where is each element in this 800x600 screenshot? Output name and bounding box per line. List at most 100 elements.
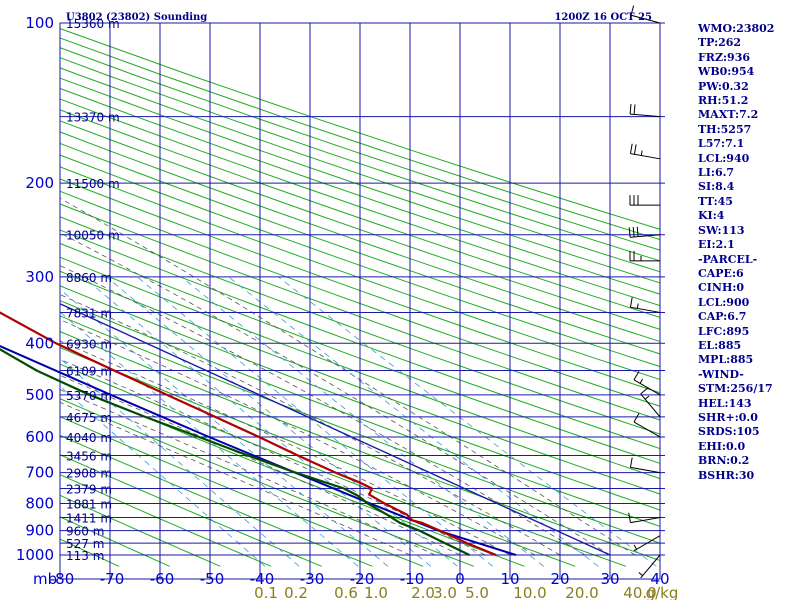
stability-index-item: TH:5257 bbox=[698, 122, 752, 136]
wind-barb-staff bbox=[630, 153, 661, 160]
pressure-tick-label: 1000 bbox=[16, 546, 54, 564]
wind-barb-half-flag bbox=[644, 395, 650, 400]
wind-barb-half-flag bbox=[638, 572, 643, 577]
mixing-ratio-label: 5.0 bbox=[465, 584, 489, 600]
dry-adiabat-line bbox=[60, 203, 660, 421]
wind-barb-staff bbox=[630, 113, 661, 118]
wind-barb-flag bbox=[629, 297, 633, 308]
mixing-ratio-line bbox=[278, 276, 657, 567]
height-label: 1411 m bbox=[66, 511, 112, 525]
dry-adiabat-line bbox=[60, 398, 474, 567]
height-label: 2908 m bbox=[66, 467, 112, 481]
mixing-ratio-label: g/kg bbox=[646, 584, 679, 600]
stability-index-item: EI:2.1 bbox=[698, 238, 735, 252]
height-label: 11500 m bbox=[66, 177, 120, 191]
sounding-time: 1200Z 16 OCT 25 bbox=[554, 12, 652, 23]
temperature-tick-label: 20 bbox=[550, 570, 569, 588]
stability-index-item: EHI:0.0 bbox=[698, 439, 746, 453]
wind-barb bbox=[629, 297, 661, 313]
mixing-ratio-label: 40.0 bbox=[623, 584, 656, 600]
wind-barb-staff bbox=[630, 14, 661, 24]
wind-barb bbox=[628, 226, 661, 238]
temperature-tick-label: 10 bbox=[500, 570, 519, 588]
stability-index-item: WMO:23802 bbox=[698, 22, 775, 35]
temperature-tick-label: -50 bbox=[200, 570, 225, 588]
mixing-ratio-label: 3.0 bbox=[433, 584, 457, 600]
wind-barb bbox=[629, 143, 661, 160]
height-label: 4040 m bbox=[66, 431, 112, 445]
dry-adiabat-line bbox=[60, 454, 322, 567]
wind-barb-staff bbox=[630, 306, 661, 313]
mixing-ratio-label: 20.0 bbox=[565, 584, 598, 600]
stability-index-item: EL:885 bbox=[698, 338, 742, 352]
stability-index-item: SHR+:0.0 bbox=[698, 410, 758, 424]
temperature-tick-label: -10 bbox=[400, 570, 425, 588]
dry-adiabat-line bbox=[60, 47, 660, 251]
wind-barb bbox=[629, 195, 660, 206]
height-label: 4675 m bbox=[66, 411, 112, 425]
dry-adiabat-line bbox=[60, 331, 660, 562]
dry-adiabat-line bbox=[60, 285, 660, 511]
dry-adiabat-line bbox=[60, 229, 660, 450]
dewpoint-trace bbox=[0, 348, 470, 556]
pressure-tick-label: 800 bbox=[25, 494, 54, 512]
mixing-ratio-label: 0.6 bbox=[334, 584, 358, 600]
wind-barb-staff bbox=[633, 379, 661, 396]
dry-adiabat-line bbox=[60, 142, 660, 355]
height-label: 113 m bbox=[66, 549, 104, 563]
temperature-tick-label: -30 bbox=[300, 570, 325, 588]
pressure-tick-label: 600 bbox=[25, 428, 54, 446]
mixing-ratio-line bbox=[60, 288, 389, 567]
stability-index-item: HEL:143 bbox=[698, 396, 752, 410]
dry-adiabat-line bbox=[60, 131, 660, 343]
wind-barb bbox=[633, 535, 661, 552]
wind-barb-staff bbox=[633, 535, 661, 552]
grid-clip-group bbox=[60, 28, 660, 567]
mixing-ratio-line bbox=[136, 276, 493, 567]
dry-adiabat-line bbox=[60, 315, 660, 544]
wind-barb-flag bbox=[629, 104, 632, 115]
mixing-ratio-line bbox=[60, 311, 359, 567]
wind-barb-flag bbox=[636, 226, 639, 237]
dry-adiabat-line bbox=[60, 416, 424, 567]
wind-barb-flag bbox=[628, 512, 631, 523]
wind-barb-flag bbox=[633, 413, 640, 423]
height-label: 1881 m bbox=[66, 497, 112, 511]
temperature-tick-label: 30 bbox=[600, 570, 619, 588]
wind-barb-flag bbox=[628, 227, 631, 238]
mixing-ratio-line bbox=[106, 276, 458, 567]
wind-barb-staff bbox=[630, 516, 661, 524]
temperature-tick-label: 0 bbox=[455, 570, 465, 588]
dry-adiabat-line bbox=[60, 57, 660, 262]
chart-curves bbox=[0, 311, 517, 557]
dry-adiabat-line bbox=[60, 380, 525, 567]
stability-index-item: LI:6.7 bbox=[698, 166, 735, 180]
stability-index-item: CAP:6.7 bbox=[698, 310, 747, 324]
stability-index-item: CAPE:6 bbox=[698, 266, 744, 280]
height-label: 960 m bbox=[66, 525, 104, 539]
wind-barb-half-flag bbox=[639, 378, 644, 384]
wind-barb bbox=[638, 554, 661, 579]
moist-adiabat-line bbox=[60, 294, 561, 556]
stability-index-item: TT:45 bbox=[698, 194, 733, 208]
mixing-ratio-line bbox=[60, 357, 300, 567]
pressure-tick-label: 400 bbox=[25, 334, 54, 352]
wind-barbs bbox=[628, 5, 661, 579]
pressure-tick-label: 300 bbox=[25, 268, 54, 286]
height-label: 10050 m bbox=[66, 229, 120, 243]
dry-adiabat-line bbox=[60, 216, 660, 435]
mixing-ratio-line bbox=[60, 385, 266, 567]
wind-barb-flag bbox=[633, 144, 637, 155]
stability-index-item: LCL:940 bbox=[698, 151, 750, 165]
dry-adiabat-line bbox=[60, 270, 660, 495]
stability-index-item: TP:262 bbox=[698, 36, 742, 50]
temperature-tick-label: -80 bbox=[50, 570, 75, 588]
dry-adiabat-line bbox=[60, 28, 660, 230]
wind-barb bbox=[629, 104, 661, 118]
wind-barb-half-flag bbox=[640, 150, 643, 156]
moist-adiabat-line bbox=[60, 265, 586, 556]
height-label: 8860 m bbox=[66, 271, 112, 285]
wind-barb-flag bbox=[633, 370, 640, 381]
height-label: 5370 m bbox=[66, 389, 112, 403]
wind-barb-flag bbox=[632, 226, 635, 238]
